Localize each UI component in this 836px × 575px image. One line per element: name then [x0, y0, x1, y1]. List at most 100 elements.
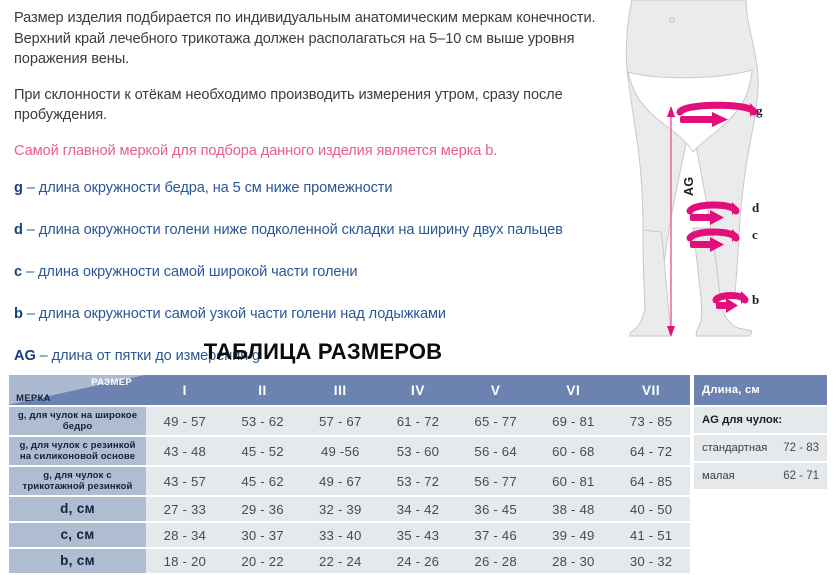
- body-silhouette-svg: [625, 0, 759, 337]
- length-table-header: Длина, см: [694, 375, 827, 405]
- column-header-2: II: [223, 375, 302, 405]
- cell-r1-c6: 60 - 68: [534, 437, 613, 465]
- arrow-d-head: [710, 210, 724, 225]
- table-row: g, для чулок с трикотажной резинкой 43 -…: [9, 467, 690, 495]
- arrow-g-head: [712, 112, 728, 127]
- arrow-d-tip: [732, 202, 738, 215]
- instructions-column: Размер изделия подбирается по индивидуал…: [14, 8, 614, 389]
- cell-r3-c7: 40 - 50: [612, 497, 690, 521]
- corner-diagonal-fill: [9, 375, 146, 405]
- illustration-label-g: g: [756, 103, 763, 118]
- row-label-g-knit-band: g, для чулок с трикотажной резинкой: [9, 467, 146, 495]
- legend-dash-ag: –: [39, 348, 48, 364]
- cell-r4-c4: 35 - 43: [379, 523, 457, 547]
- legend-text-b: длина окружности самой узкой части голен…: [38, 306, 446, 322]
- cell-r2-c7: 64 - 85: [612, 467, 690, 495]
- legend-item-b: b – длина окружности самой узкой части г…: [14, 305, 614, 324]
- row-label-line: g, для чулок с: [43, 469, 112, 481]
- cell-r0-c7: 73 - 85: [612, 407, 690, 435]
- corner-column-axis-label: РАЗМЕР: [91, 377, 132, 388]
- cell-r5-c7: 30 - 32: [612, 549, 690, 573]
- table-row: d, см 27 - 33 29 - 36 32 - 39 34 - 42 36…: [9, 497, 690, 521]
- legend-item-d: d – длина окружности голени ниже подколе…: [14, 221, 614, 240]
- intro-highlight-note: Самой главной меркой для подбора данного…: [14, 142, 498, 159]
- cell-r4-c1: 28 - 34: [146, 523, 224, 547]
- legend-item-c: c – длина окружности самой широкой части…: [14, 263, 614, 282]
- corner-row-axis-label: МЕРКА: [16, 393, 51, 404]
- column-header-7: VII: [612, 375, 690, 405]
- cell-r5-c1: 18 - 20: [146, 549, 224, 573]
- legend-item-g: g – длина окружности бедра, на 5 см ниже…: [14, 179, 614, 198]
- length-table-row: малая 62 - 71: [694, 463, 827, 489]
- column-header-4: IV: [379, 375, 457, 405]
- arrow-b-tip: [741, 291, 747, 304]
- legend-item-ag: AG – длина от пятки до измерения g: [14, 347, 614, 366]
- row-label-g-wide-thigh: g, для чулок на широкое бедро: [9, 407, 146, 435]
- cell-r0-c6: 69 - 81: [534, 407, 613, 435]
- length-option-small-name: малая: [694, 463, 778, 489]
- column-header-3: III: [301, 375, 380, 405]
- arrow-c-head: [710, 237, 724, 252]
- cell-r2-c3: 49 - 67: [301, 467, 380, 495]
- far-leg-lower: [629, 229, 671, 337]
- table-header-row: РАЗМЕР МЕРКА I II III IV V VI VII: [9, 375, 690, 405]
- column-header-5: V: [456, 375, 535, 405]
- length-table-subheader-row: AG для чулок:: [694, 407, 827, 433]
- length-option-standard-value: 72 - 83: [777, 435, 827, 461]
- cell-r1-c2: 45 - 52: [223, 437, 302, 465]
- cell-r0-c5: 65 - 77: [456, 407, 535, 435]
- cell-r5-c2: 20 - 22: [223, 549, 302, 573]
- row-label-line: на силиконовой основе: [19, 451, 136, 462]
- arrow-c-shaft: [690, 241, 712, 248]
- legend-text-ag: длина от пятки до измерения g: [51, 348, 260, 364]
- cell-r1-c4: 53 - 60: [379, 437, 457, 465]
- legend-text-c: длина окружности самой широкой части гол…: [38, 264, 358, 280]
- legend-key-d: d: [14, 222, 23, 238]
- table-row: g, для чулок на широкое бедро 49 - 57 53…: [9, 407, 690, 435]
- cell-r0-c4: 61 - 72: [379, 407, 457, 435]
- cell-r4-c5: 37 - 46: [456, 523, 535, 547]
- legend-key-c: c: [14, 264, 23, 280]
- navel-dot: [669, 17, 675, 23]
- row-label-line: бедро: [62, 421, 93, 432]
- row-label-c: c, см: [9, 523, 146, 547]
- legend-dash-g: –: [26, 180, 35, 196]
- length-option-small-value: 62 - 71: [777, 463, 827, 489]
- leg-measurement-illustration: g d c b AG: [600, 0, 836, 345]
- row-label-b: b, см: [9, 549, 146, 573]
- row-label-line: g, для чулок с резинкой: [19, 439, 136, 451]
- illustration-label-ag: AG: [682, 176, 696, 196]
- legend-dash-c: –: [26, 264, 35, 280]
- arrow-g-shaft: [680, 116, 714, 123]
- intro-paragraph-1: Размер изделия подбирается по индивидуал…: [14, 10, 596, 67]
- cell-r1-c1: 43 - 48: [146, 437, 224, 465]
- illustration-label-c: c: [752, 227, 758, 242]
- cell-r3-c1: 27 - 33: [146, 497, 224, 521]
- table-row: b, см 18 - 20 20 - 22 22 - 24 24 - 26 26…: [9, 549, 690, 573]
- illustration-label-b: b: [752, 292, 760, 307]
- cell-r5-c6: 28 - 30: [534, 549, 613, 573]
- arrow-b-head: [726, 298, 738, 313]
- legend-dash-d: –: [26, 222, 35, 238]
- column-header-1: I: [146, 375, 224, 405]
- cell-r1-c3: 49 -56: [301, 437, 380, 465]
- corner-axis-cell: РАЗМЕР МЕРКА: [9, 375, 146, 405]
- table-row: g, для чулок с резинкой на силиконовой о…: [9, 437, 690, 465]
- cell-r5-c5: 26 - 28: [456, 549, 535, 573]
- table-row: c, см 28 - 34 30 - 37 33 - 40 35 - 43 37…: [9, 523, 690, 547]
- cell-r0-c3: 57 - 67: [301, 407, 380, 435]
- length-table-row: стандартная 72 - 83: [694, 435, 827, 461]
- cell-r3-c6: 38 - 48: [534, 497, 613, 521]
- arrow-c-tip: [732, 229, 738, 242]
- body-figure: [625, 0, 759, 337]
- cell-r2-c2: 45 - 62: [223, 467, 302, 495]
- cell-r2-c1: 43 - 57: [146, 467, 224, 495]
- legend-dash-b: –: [26, 306, 35, 322]
- legend-key-b: b: [14, 306, 23, 322]
- length-table: Длина, см AG для чулок: стандартная 72 -…: [694, 373, 827, 491]
- row-label-g-silicone-band: g, для чулок с резинкой на силиконовой о…: [9, 437, 146, 465]
- cell-r3-c3: 32 - 39: [301, 497, 380, 521]
- ag-measure-line: [667, 106, 675, 337]
- cell-r5-c4: 24 - 26: [379, 549, 457, 573]
- length-table-subheader: AG для чулок:: [694, 407, 827, 433]
